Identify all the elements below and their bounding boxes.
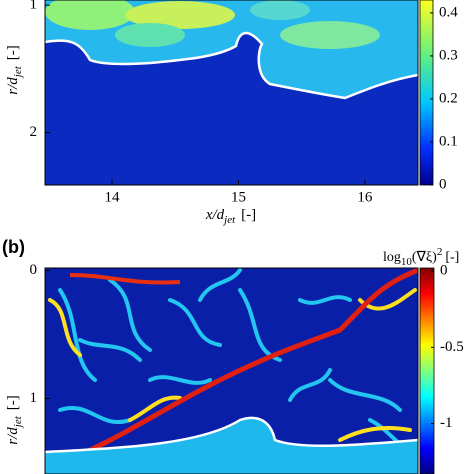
y-axis-label: r/djet [-] [5,395,23,445]
colorbar-tick-label: 0.3 [439,47,458,63]
y-tick-label: 0 [30,262,38,278]
title-pre: log [383,250,401,265]
colorbar-tick-label: 0.2 [439,90,458,106]
label-sub: jet [222,214,236,226]
panel-label: (b) [2,237,25,257]
label-main: x/d [205,207,225,223]
label-main: r/d [5,427,21,445]
y-tick-label: 2 [30,124,38,140]
colorbar [419,267,435,474]
y-tick-label: 1 [30,390,38,406]
title-sup: 2 [437,246,443,258]
y-tick-label: 1 [30,0,38,13]
y-axis-label: r/djet [-] [5,45,23,95]
colorbar-tick-label: 0 [439,176,447,192]
label-unit: [-] [5,395,21,410]
colorbar-tick-label: -0.5 [440,339,464,355]
x-axis-label: x/djet [-] [205,207,256,225]
colorbar-title: log10(∇ξ)2 [-] [383,246,459,268]
field-a [45,0,418,185]
x-tick-label: 16 [357,189,373,205]
x-tick-label: 14 [105,189,121,205]
label-sub: jet [12,65,24,79]
label-sub: jet [12,415,24,429]
x-tick-label: 15 [231,189,246,205]
label-unit: [-] [5,45,21,60]
colorbar-tick-label: -1 [440,415,453,431]
label-unit: [-] [241,207,256,223]
axes-frame [44,267,419,474]
colorbar-tick-label: 0.1 [439,133,458,149]
colorbar-tick-label: 0.4 [439,4,458,20]
axes-frame [44,0,419,186]
colorbar [419,0,434,186]
title-sub: 10 [401,256,413,268]
field-b [45,268,418,474]
title-mid: (∇ξ) [412,250,437,265]
colorbar-tick-label: 0 [440,262,448,278]
title-unit: [-] [445,250,459,265]
label-main: r/d [5,77,21,95]
